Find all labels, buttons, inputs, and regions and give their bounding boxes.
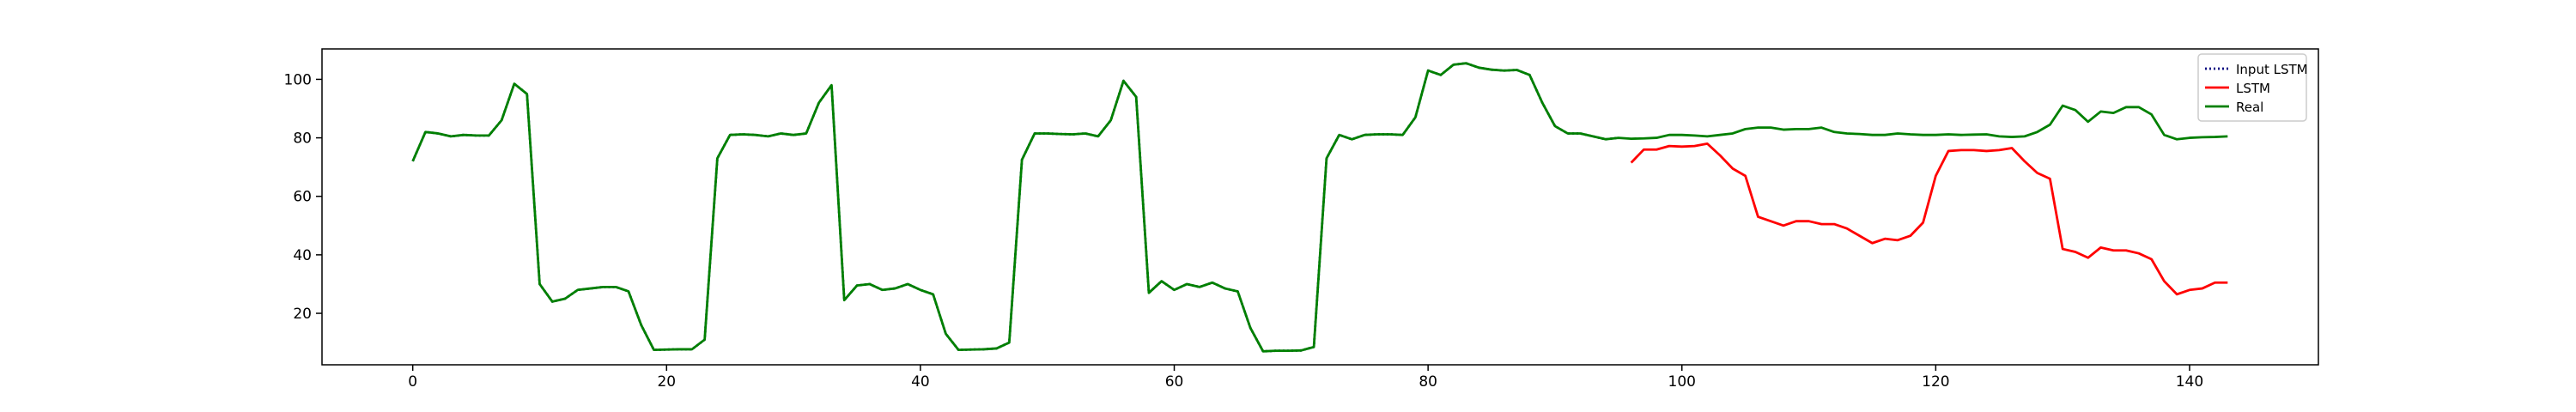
x-tick-label: 40: [911, 373, 930, 391]
x-tick-label: 20: [657, 373, 676, 391]
y-tick-label: 100: [284, 71, 312, 88]
y-tick-label: 60: [293, 189, 312, 206]
x-tick-label: 120: [1922, 373, 1949, 391]
x-tick-label: 60: [1165, 373, 1184, 391]
y-tick-label: 20: [293, 306, 312, 323]
data-line: [1630, 142, 2228, 296]
legend: Input LSTM LSTM Real: [2197, 53, 2308, 122]
legend-label: Input LSTM: [2236, 62, 2308, 77]
y-tick-label: 80: [293, 130, 312, 148]
x-tick-label: 80: [1419, 373, 1437, 391]
axes-frame: [321, 48, 2319, 366]
y-tick-label: 40: [293, 247, 312, 264]
x-tick-label: 0: [408, 373, 417, 391]
x-tick-label: 140: [2176, 373, 2203, 391]
data-line: [411, 62, 2228, 353]
x-tick-label: 100: [1668, 373, 1696, 391]
legend-box: [2197, 53, 2307, 122]
legend-label: LSTM: [2236, 81, 2270, 96]
legend-label: Real: [2236, 100, 2263, 115]
